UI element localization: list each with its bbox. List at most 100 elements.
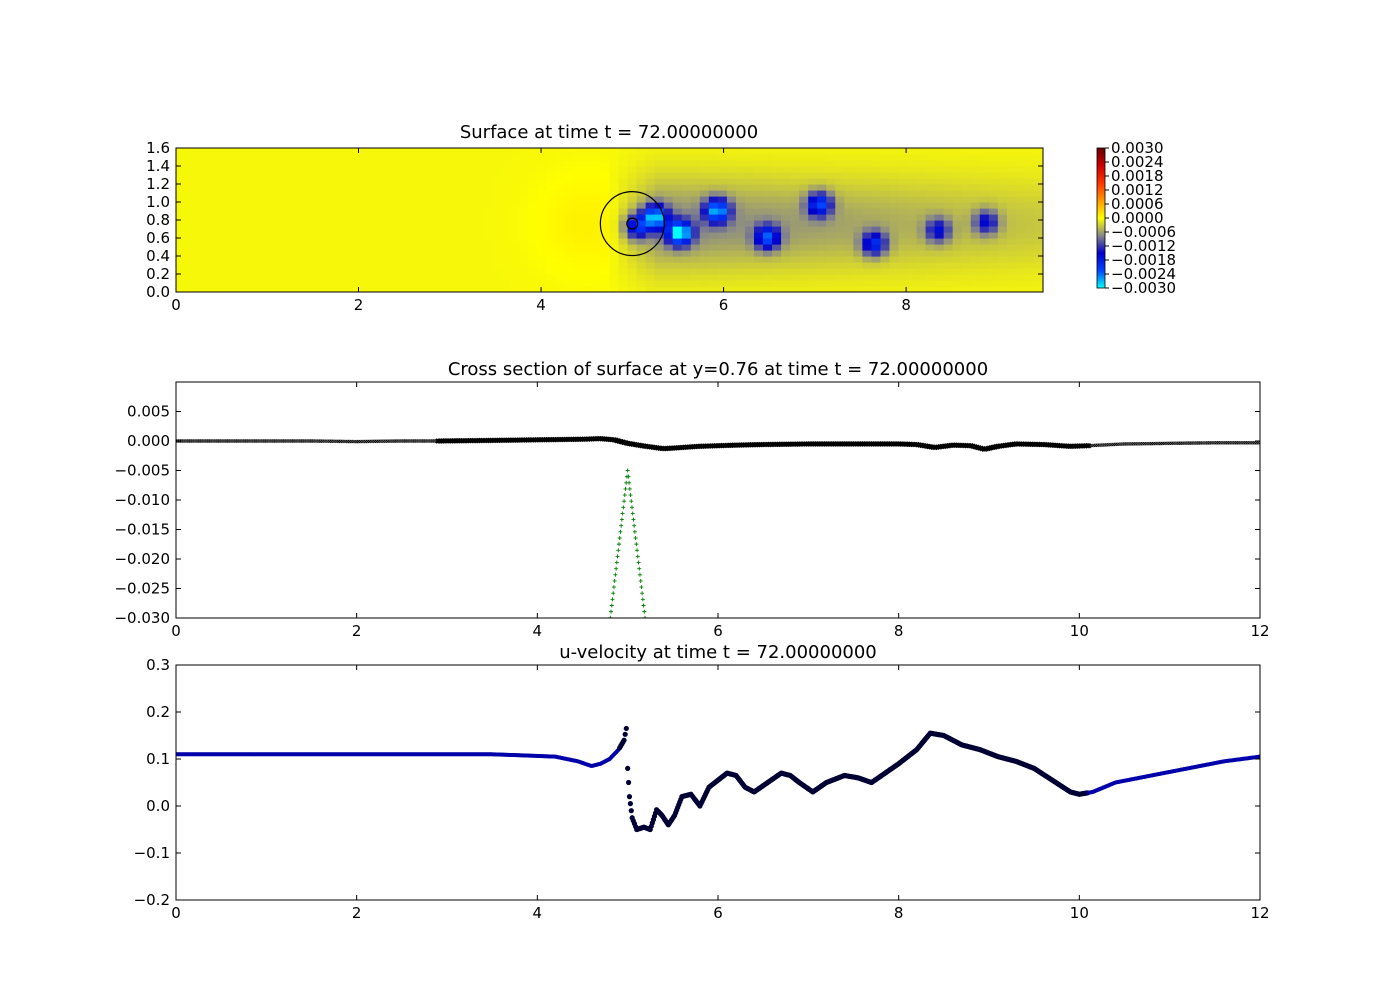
surface-cell	[591, 148, 602, 155]
surface-cell	[293, 208, 304, 215]
surface-cell	[681, 202, 692, 209]
surface-cell	[735, 214, 746, 221]
surface-cell	[383, 226, 394, 233]
bathymetry-point	[609, 609, 614, 614]
surface-cell	[483, 202, 493, 209]
surface-cell	[799, 196, 809, 203]
surface-cell	[365, 226, 376, 233]
surface-cell	[925, 226, 936, 233]
surface-cell	[510, 166, 520, 173]
surface-cell	[717, 178, 728, 185]
surface-cell	[392, 226, 403, 233]
surface-cell	[185, 196, 195, 203]
surface-cell	[808, 208, 818, 215]
surface-cell	[808, 154, 818, 161]
surface-cell	[1015, 202, 1026, 209]
surface-cell	[528, 154, 538, 161]
surface-cell	[835, 232, 845, 239]
surface-cell	[600, 166, 611, 173]
surface-cell	[645, 256, 656, 263]
surface-cell	[483, 196, 493, 203]
surface-cell	[483, 208, 493, 215]
surface-cell	[365, 238, 376, 245]
surface-cell	[194, 238, 204, 245]
cross-section-points	[176, 435, 1260, 618]
surface-cell	[618, 196, 629, 203]
surface-cell	[582, 244, 593, 251]
surface-cell	[627, 274, 638, 281]
surface-cell	[1015, 232, 1026, 239]
surface-cell	[772, 214, 782, 221]
surface-cell	[410, 214, 421, 221]
surface-cell	[970, 268, 981, 275]
surface-cell	[772, 154, 782, 161]
surface-cell	[916, 280, 927, 287]
surface-cell	[916, 226, 927, 233]
surface-cell	[880, 160, 891, 167]
surface-cell	[555, 256, 565, 263]
surface-cell	[943, 172, 954, 179]
surface-cell	[799, 166, 809, 173]
surface-cell	[519, 148, 529, 155]
surface-cell	[826, 190, 836, 197]
surface-cell	[781, 238, 791, 245]
x-tick-label: 8	[894, 904, 904, 922]
surface-cell	[203, 184, 213, 191]
surface-cell	[428, 238, 439, 245]
surface-cell	[239, 262, 249, 269]
surface-cell	[898, 262, 909, 269]
surface-cell	[555, 214, 565, 221]
surface-cell	[916, 238, 927, 245]
surface-cell	[474, 190, 484, 197]
surface-cell	[266, 154, 276, 161]
surface-cell	[907, 190, 918, 197]
surface-cell	[176, 256, 186, 263]
surface-cell	[627, 208, 638, 215]
surface-cell	[455, 172, 466, 179]
surface-cell	[392, 208, 403, 215]
surface-cell	[564, 274, 574, 281]
surface-cell	[492, 250, 502, 257]
surface-cell	[338, 166, 349, 173]
surface-cell	[609, 172, 620, 179]
surface-cell	[383, 202, 394, 209]
surface-cell	[654, 202, 665, 209]
surface-cell	[618, 262, 629, 269]
surface-cell	[410, 238, 421, 245]
surface-cell	[302, 166, 313, 173]
surface-cell	[889, 202, 900, 209]
surface-cell	[735, 184, 746, 191]
surface-cell	[185, 262, 195, 269]
surface-cell	[772, 208, 782, 215]
surface-cell	[1024, 160, 1035, 167]
surface-cell	[717, 268, 728, 275]
surface-cell	[591, 286, 602, 292]
surface-cell	[1006, 214, 1017, 221]
surface-cell	[708, 190, 719, 197]
surface-cell	[672, 208, 683, 215]
surface-cell	[952, 274, 963, 281]
surface-cell	[275, 166, 285, 173]
surface-cell	[474, 148, 484, 155]
surface-cell	[401, 202, 412, 209]
surface-cell	[275, 250, 285, 257]
surface-cell	[266, 184, 276, 191]
surface-cell	[275, 256, 285, 263]
surface-cell	[636, 238, 647, 245]
surface-cell	[537, 214, 547, 221]
surface-cell	[474, 250, 484, 257]
surface-cell	[501, 166, 511, 173]
colorbar-tick-label: −0.0030	[1111, 279, 1176, 297]
bathymetry-point	[634, 542, 639, 547]
surface-cell	[979, 274, 990, 281]
surface-cell	[546, 166, 556, 173]
surface-cell	[636, 166, 647, 173]
surface-cell	[654, 244, 665, 251]
surface-cell	[465, 238, 475, 245]
surface-cell	[311, 274, 322, 281]
surface-cell	[546, 226, 556, 233]
surface-cell	[672, 262, 683, 269]
surface-cell	[194, 226, 204, 233]
surface-cell	[997, 154, 1008, 161]
surface-cell	[880, 232, 891, 239]
